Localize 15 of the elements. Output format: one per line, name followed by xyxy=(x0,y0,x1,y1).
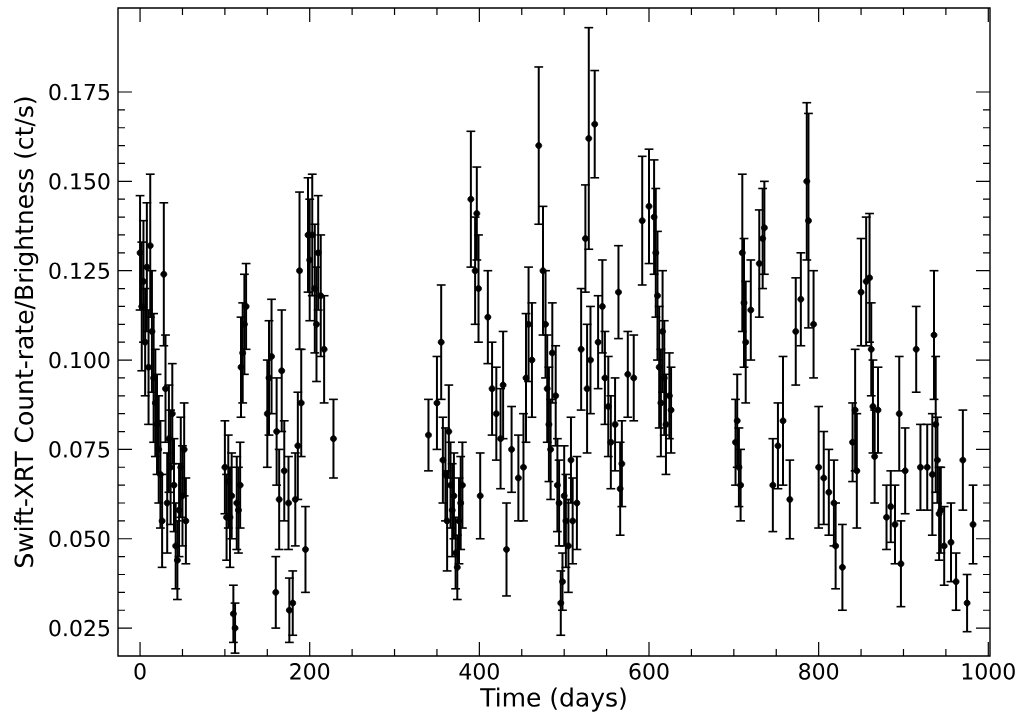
y-tick-label: 0.175 xyxy=(49,83,110,101)
y-axis-title: Swift-XRT Count-rate/Brightness (ct/s) xyxy=(14,97,39,567)
x-tick-label: 200 xyxy=(290,663,330,680)
x-tick-label: 600 xyxy=(629,663,669,680)
y-tick-label: 0.075 xyxy=(49,441,110,458)
x-tick-label: 800 xyxy=(799,663,839,680)
y-tick-label: 0.025 xyxy=(49,619,110,637)
y-tick-label: 0.050 xyxy=(49,530,110,548)
y-tick-label: 0.125 xyxy=(49,262,110,280)
y-tick-label: 0.100 xyxy=(49,351,110,369)
y-tick-label: 0.150 xyxy=(49,173,110,190)
x-tick-label: 1000 xyxy=(962,663,1015,680)
x-tick-label: 400 xyxy=(459,663,499,680)
x-axis-title: Time (days) xyxy=(480,687,626,712)
x-tick-label: 0 xyxy=(134,663,146,680)
